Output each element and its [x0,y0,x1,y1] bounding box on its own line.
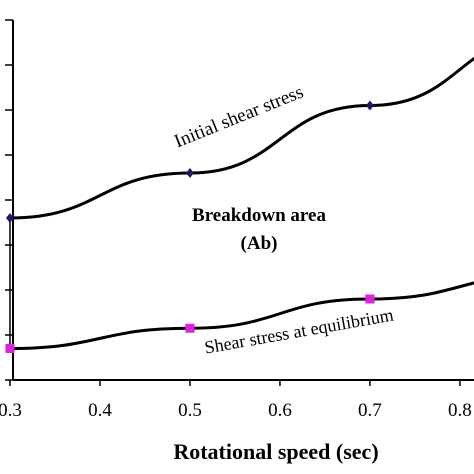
series-label-equilibrium: Shear stress at equilibrium [203,305,395,358]
markers [5,100,375,353]
x-tick-label: 0.6 [268,400,292,421]
annotation-breakdown-area: Breakdown area [192,205,326,226]
annotation-ab: (Ab) [241,233,278,254]
data-point-initial [5,213,14,223]
data-point-initial [185,168,194,178]
axes [12,20,474,381]
x-tick-label: 0.3 [0,400,22,421]
x-tick-label: 0.5 [178,400,202,421]
tick-labels: 0.20.30.40.50.60.70.80.9 [0,400,472,421]
x-tick-label: 0.8 [448,400,472,421]
data-point-equilibrium [5,344,15,353]
data-point-equilibrium [365,294,375,304]
x-axis-title: Rotational speed (sec) [173,439,378,464]
data-point-initial [365,100,374,111]
series-line-1 [9,281,474,350]
x-tick-label: 0.4 [88,400,112,421]
series-label-initial: Initial shear stress [171,81,306,152]
x-tick-label: 0.7 [358,400,382,421]
series-line-0 [9,56,474,220]
ticks [5,19,461,386]
connectors [9,218,11,349]
series-lines [9,56,474,350]
data-point-equilibrium [185,323,195,333]
